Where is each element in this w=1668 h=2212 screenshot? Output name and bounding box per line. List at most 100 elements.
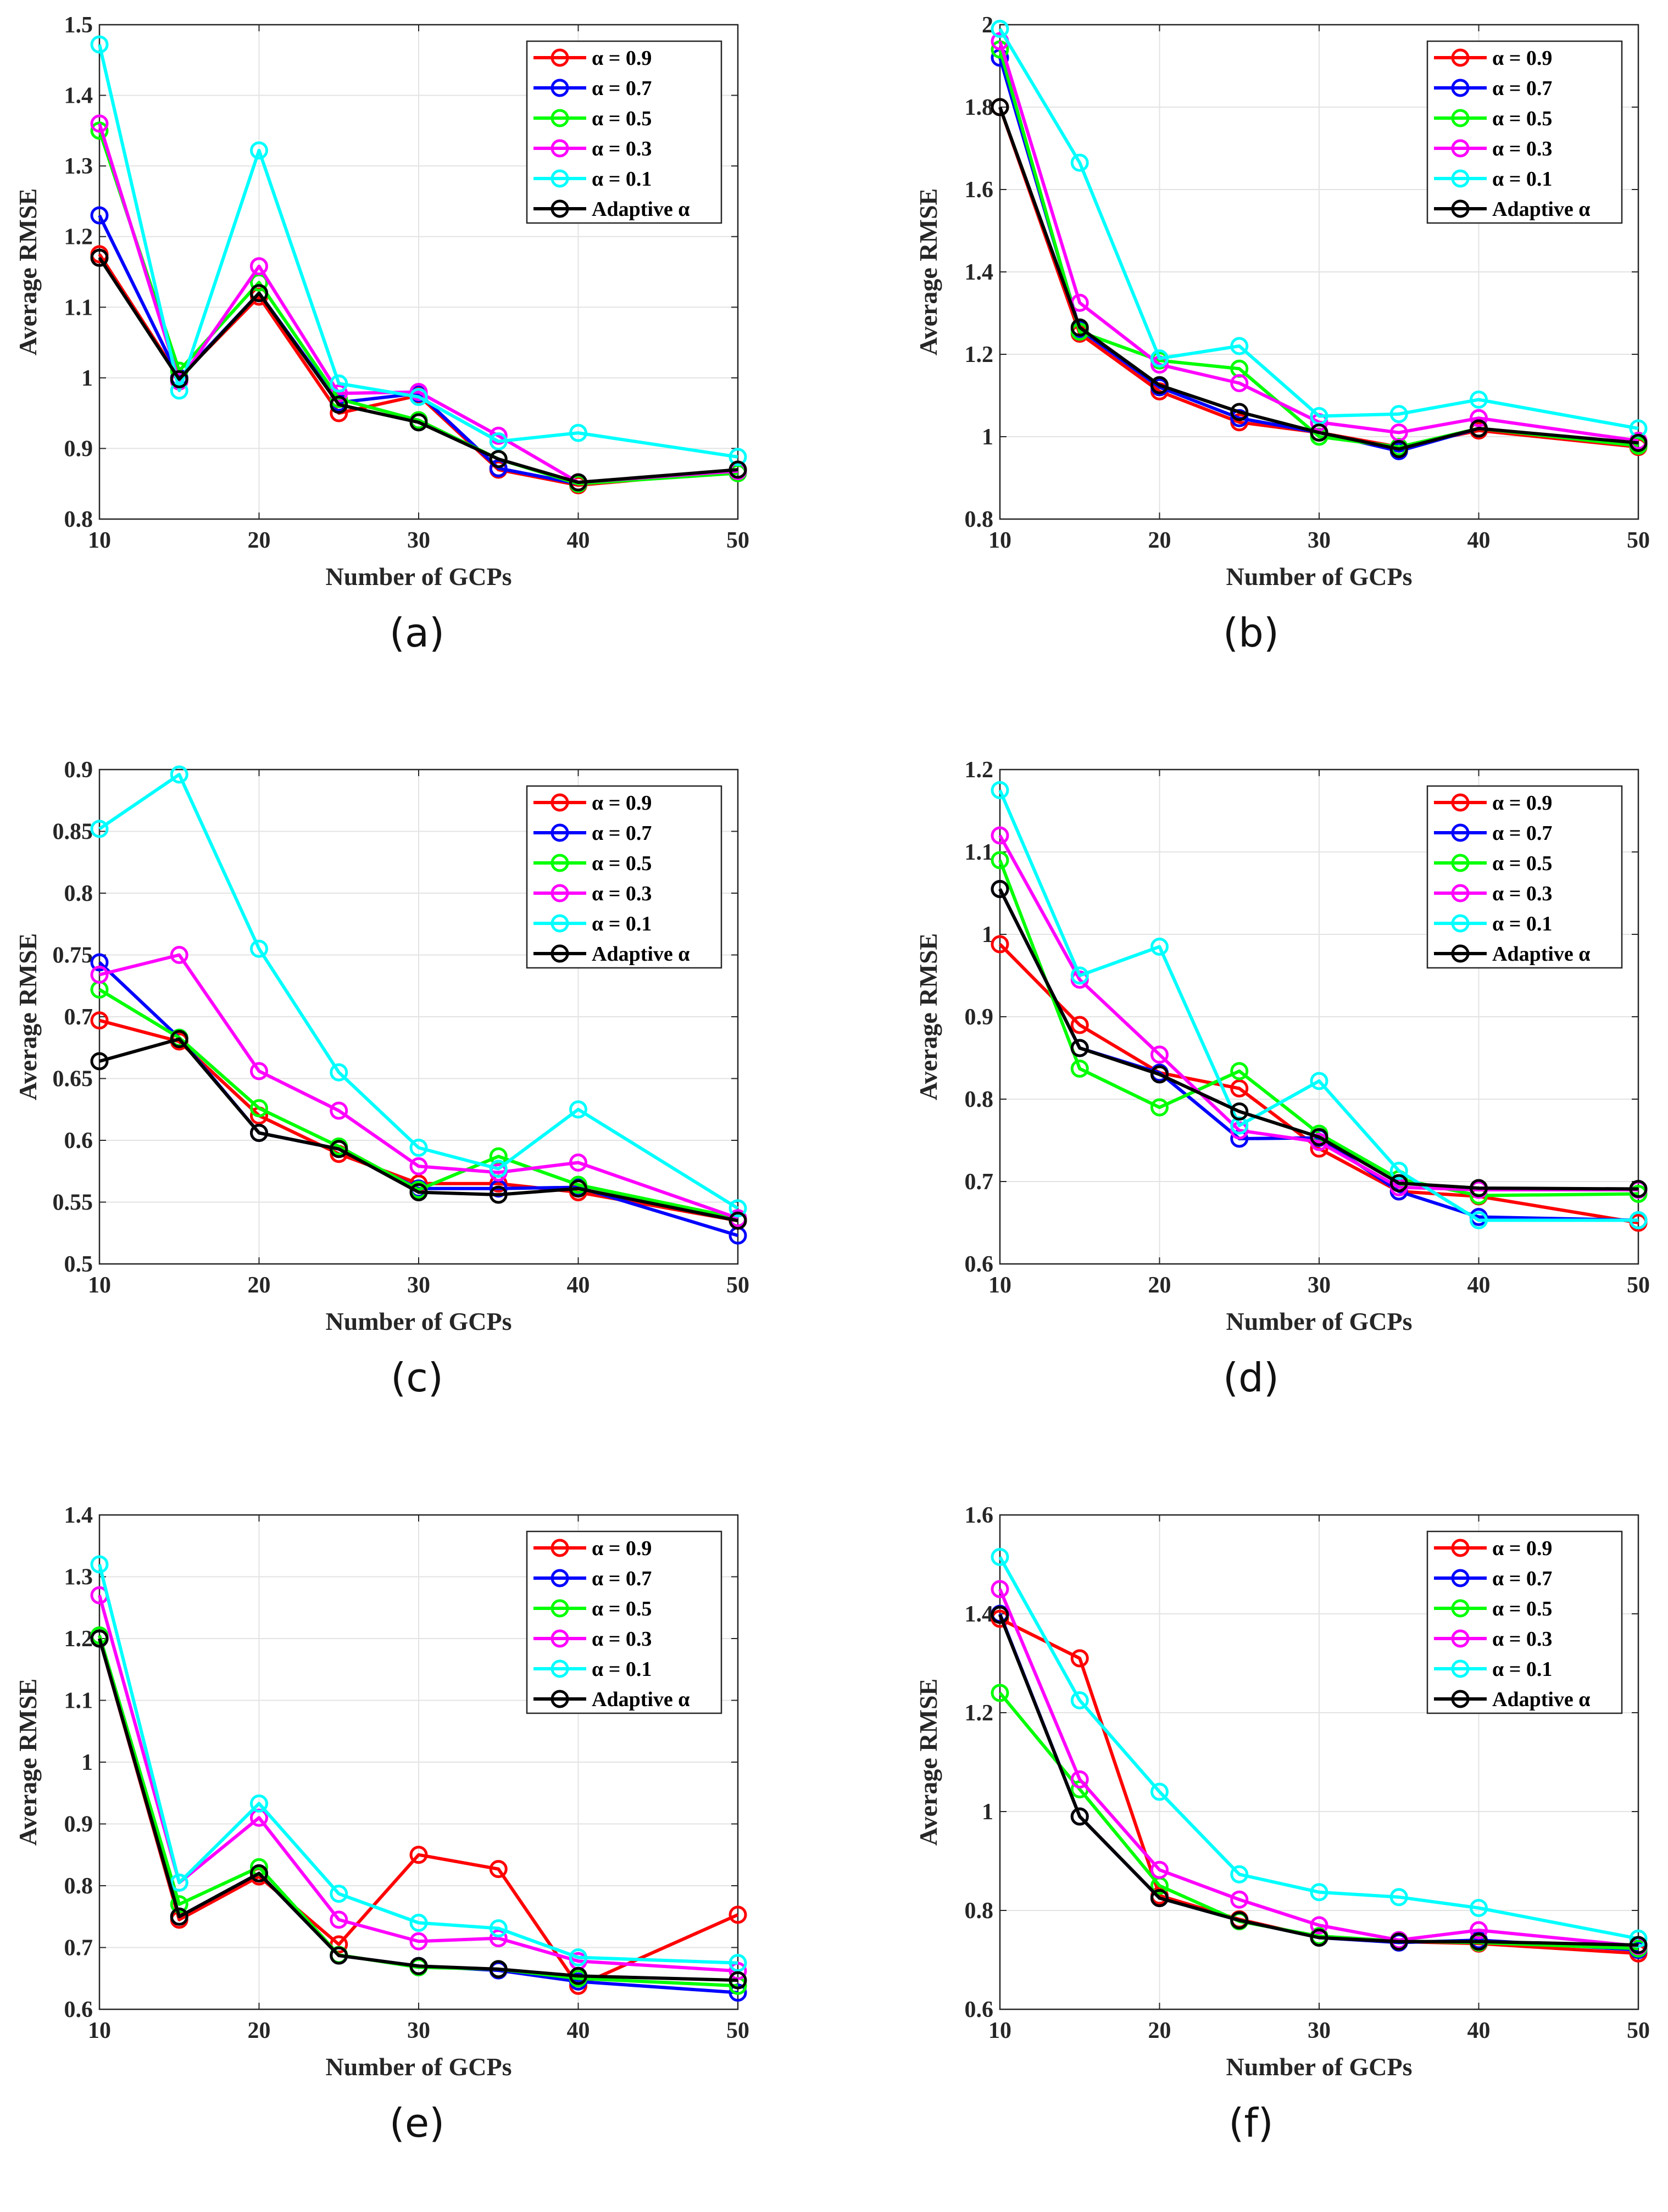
data-point bbox=[489, 450, 508, 469]
legend-label: α = 0.5 bbox=[592, 1597, 652, 1620]
data-point bbox=[1070, 1016, 1089, 1034]
data-point bbox=[330, 1101, 348, 1120]
data-point bbox=[729, 1971, 747, 1990]
data-point bbox=[409, 1932, 428, 1951]
series-line bbox=[98, 1638, 738, 1982]
data-point bbox=[409, 388, 428, 406]
chart-d: 10 20 30 40 50 0.6 0.7 0.8 0.9 1 1.1 1.2 Number of G… bbox=[914, 757, 1650, 1335]
data-point bbox=[1629, 1211, 1648, 1229]
y-tick-label: 0.7 bbox=[965, 1169, 994, 1195]
chart-panel-b: 10 20 30 40 50 0.8 1 1.2 1.4 1.6 1.8 2 Number of GCP… bbox=[834, 0, 1668, 722]
y-tick-label: 0.8 bbox=[64, 507, 93, 532]
chart-c: 10 20 30 40 50 0.5 0.55 0.6 0.65 0.7 0.75 0.8 0.85 0.… bbox=[14, 757, 749, 1335]
data-point bbox=[330, 1946, 348, 1965]
data-point bbox=[1470, 1179, 1488, 1197]
y-tick-label: 0.9 bbox=[965, 1005, 994, 1030]
y-tick-label: 1.3 bbox=[64, 154, 93, 179]
x-tick-label: 50 bbox=[1627, 1273, 1650, 1298]
data-point bbox=[90, 966, 109, 984]
data-point bbox=[1230, 1890, 1249, 1909]
data-point bbox=[409, 1957, 428, 1975]
data-point bbox=[1629, 1936, 1648, 1954]
legend-box bbox=[1426, 785, 1623, 969]
y-tick-label: 1.2 bbox=[965, 342, 994, 367]
y-tick-label: 1.2 bbox=[64, 225, 93, 250]
legend-label: α = 0.7 bbox=[1492, 77, 1552, 100]
data-point bbox=[489, 1160, 508, 1178]
y-tick-label: 0.5 bbox=[64, 1252, 93, 1277]
data-point bbox=[250, 1099, 268, 1117]
legend-label: Adaptive α bbox=[1492, 198, 1591, 221]
data-point bbox=[409, 1183, 428, 1201]
data-point bbox=[330, 1140, 348, 1158]
series-line bbox=[998, 789, 1638, 1222]
series-line bbox=[99, 953, 738, 1220]
y-tick-label: 1.4 bbox=[64, 1503, 93, 1528]
y-tick-label: 0.8 bbox=[965, 1898, 994, 1924]
data-point bbox=[569, 1100, 587, 1119]
data-point bbox=[330, 395, 348, 414]
legend-label: α = 0.7 bbox=[592, 77, 652, 100]
legend-label: α = 0.1 bbox=[1492, 168, 1552, 191]
y-tick-label: 0.8 bbox=[64, 881, 93, 906]
data-point bbox=[1150, 1065, 1169, 1084]
y-tick-label: 1.5 bbox=[64, 13, 93, 38]
caption-d: (d) bbox=[1223, 1355, 1279, 1401]
y-tick-label: 1 bbox=[982, 922, 993, 948]
data-point bbox=[1150, 1860, 1169, 1879]
y-tick-label: 1.1 bbox=[64, 295, 93, 320]
x-tick-label: 10 bbox=[988, 1273, 1011, 1298]
data-point bbox=[1389, 405, 1408, 424]
data-point bbox=[170, 370, 188, 388]
x-axis-label: Number of GCPs bbox=[1226, 562, 1412, 590]
y-axis-label: Average RMSE bbox=[914, 933, 942, 1100]
y-axis-label: Average RMSE bbox=[14, 188, 42, 355]
data-point bbox=[1070, 1649, 1089, 1668]
data-point bbox=[170, 1907, 188, 1926]
data-point bbox=[729, 1954, 747, 1973]
x-tick-label: 10 bbox=[88, 2018, 111, 2043]
data-point bbox=[170, 1873, 188, 1892]
x-tick-label: 40 bbox=[567, 2018, 590, 2043]
x-tick-label: 40 bbox=[1467, 2018, 1491, 2043]
caption-a: (a) bbox=[389, 610, 445, 656]
x-tick-label: 10 bbox=[988, 2018, 1011, 2043]
data-point bbox=[1389, 1932, 1408, 1951]
data-point bbox=[250, 257, 268, 276]
series-line bbox=[98, 1638, 739, 1988]
data-point bbox=[489, 432, 508, 451]
chart-panel-f: 10 20 30 40 50 0.6 0.8 1 1.2 1.4 1.6 Number of GCPs… bbox=[834, 1490, 1668, 2212]
y-tick-label: 0.9 bbox=[64, 436, 93, 461]
y-tick-label: 1.2 bbox=[64, 1626, 93, 1652]
data-point bbox=[1150, 1045, 1169, 1064]
data-point bbox=[1150, 1098, 1169, 1117]
y-tick-label: 0.6 bbox=[64, 1997, 93, 2022]
data-point bbox=[1230, 1865, 1249, 1884]
x-tick-label: 30 bbox=[1308, 528, 1331, 553]
series-line bbox=[998, 41, 1639, 443]
legend-swatch-marker bbox=[1451, 1629, 1470, 1648]
series-line bbox=[98, 257, 738, 484]
data-point bbox=[1070, 1807, 1089, 1826]
legend-label: α = 0.5 bbox=[1492, 107, 1552, 130]
legend-swatch-marker bbox=[551, 854, 569, 872]
data-point bbox=[250, 1124, 268, 1142]
data-point bbox=[90, 953, 109, 972]
data-point bbox=[1150, 376, 1169, 394]
data-point bbox=[90, 248, 109, 267]
legend-swatch-marker bbox=[1451, 199, 1470, 218]
series-line bbox=[98, 773, 739, 1210]
data-point bbox=[90, 1555, 109, 1574]
legend-label: α = 0.9 bbox=[592, 1537, 652, 1560]
legend-label: α = 0.7 bbox=[592, 1567, 652, 1590]
x-tick-label: 30 bbox=[1308, 1273, 1331, 1298]
y-tick-label: 0.8 bbox=[64, 1874, 93, 1899]
legend-swatch-marker bbox=[1451, 1659, 1470, 1678]
x-tick-label: 40 bbox=[1467, 528, 1491, 553]
legend-label: Adaptive α bbox=[592, 943, 690, 966]
x-axis-label: Number of GCPs bbox=[1226, 1307, 1412, 1335]
legend-swatch-marker bbox=[1451, 1569, 1470, 1587]
caption-b: (b) bbox=[1223, 610, 1279, 656]
data-point bbox=[1230, 1102, 1249, 1121]
y-tick-label: 0.65 bbox=[53, 1067, 93, 1092]
